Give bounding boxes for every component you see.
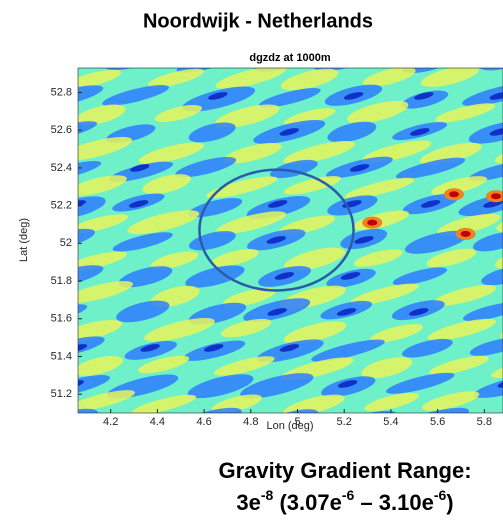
heatmap-blob [495, 420, 503, 454]
heatmap-blob [461, 231, 471, 237]
range-text: (3.07e [273, 490, 342, 515]
heatmap-blob [204, 423, 274, 456]
y-tick-label: 51.6 [51, 313, 72, 325]
x-tick-label: 5.4 [383, 416, 398, 428]
y-tick-label: 51.8 [51, 275, 72, 287]
x-tick-label: 5.8 [477, 416, 492, 428]
range-text: ) [446, 490, 453, 515]
annotation: Gravity Gradient Range: [218, 458, 471, 483]
x-tick-label: 4.2 [103, 416, 118, 428]
y-tick-label: 52.8 [51, 86, 72, 98]
range-text: – 3.10e [354, 490, 434, 515]
superscript: -6 [342, 487, 355, 503]
heatmap-blob [417, 55, 438, 66]
y-tick-label: 52 [60, 237, 72, 249]
x-tick-label: 5.2 [337, 416, 352, 428]
y-tick-label: 52.2 [51, 200, 72, 212]
superscript: -8 [261, 487, 274, 503]
heatmap-blob [356, 426, 418, 455]
x-axis-label: Lon (deg) [266, 420, 313, 432]
y-tick-label: 52.6 [51, 124, 72, 136]
heatmap [27, 41, 503, 456]
y-tick-label: 52.4 [51, 162, 72, 174]
y-axis-label: Lat (deg) [18, 218, 30, 262]
heatmap-blob [367, 220, 377, 226]
heatmap-blob [145, 425, 199, 450]
heatmap-blob [31, 404, 100, 437]
x-tick-label: 5 [294, 416, 300, 428]
x-tick-label: 4.8 [243, 416, 258, 428]
heatmap-blob [66, 424, 126, 455]
range-label: 3e-8 (3.07e-6 – 3.10e-6) [236, 487, 453, 515]
superscript: -6 [434, 487, 447, 503]
y-tick-label: 51.4 [51, 350, 72, 362]
heatmap-blob [424, 426, 482, 455]
chart-title: Noordwijk - Netherlands [143, 10, 373, 32]
chart-subtitle: dgzdz at 1000m [249, 52, 331, 64]
heatmap-blob [449, 191, 459, 197]
chart: Noordwijk - Netherlands dgzdz at 1000m L… [0, 0, 503, 521]
x-tick-label: 4.4 [150, 416, 165, 428]
x-tick-label: 5.6 [430, 416, 445, 428]
x-tick-label: 4.6 [196, 416, 211, 428]
heatmap-blob [491, 193, 501, 199]
y-tick-label: 51.2 [51, 388, 72, 400]
range-text: 3e [236, 490, 260, 515]
